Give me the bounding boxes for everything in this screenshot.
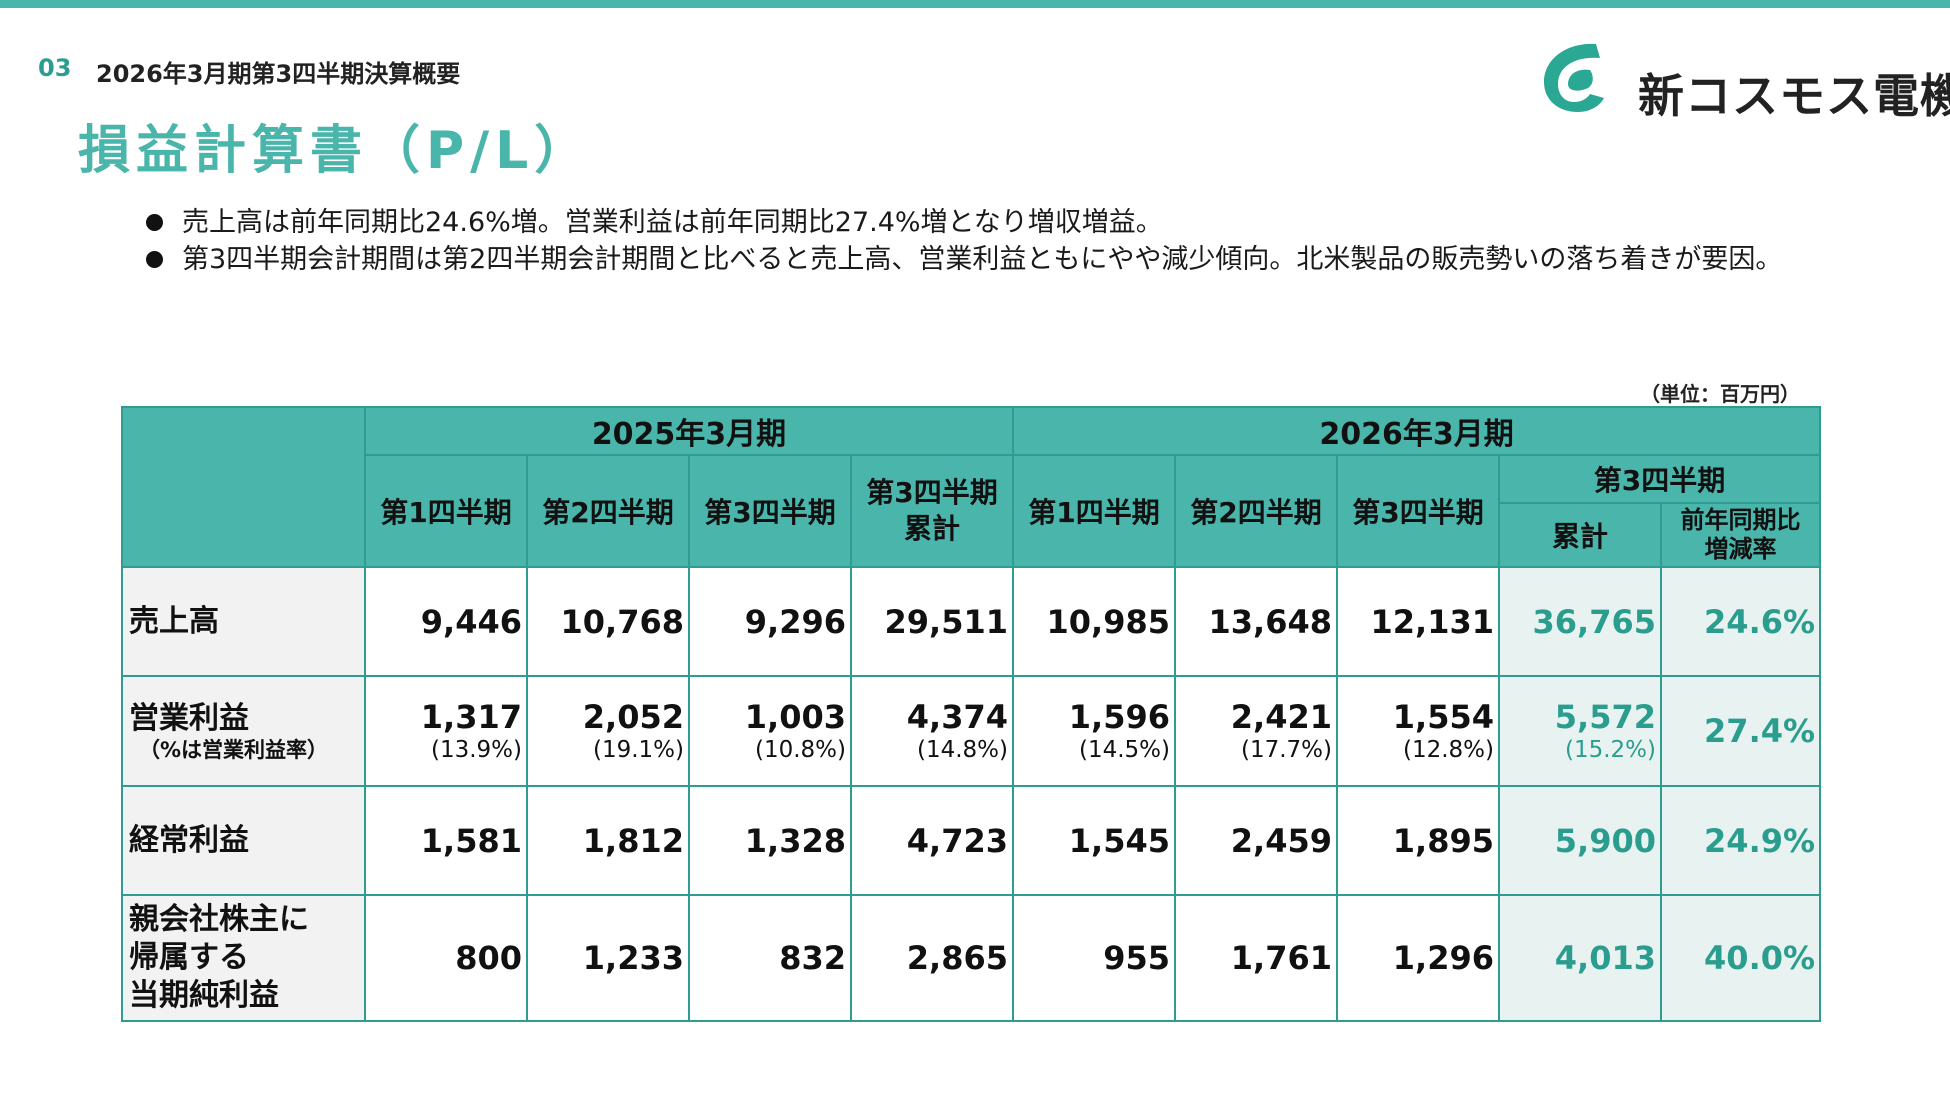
- value-cell: 10,985: [1012, 566, 1176, 677]
- yoy-cell: 40.0%: [1659, 894, 1822, 1022]
- margin-value: (15.2%): [1564, 737, 1656, 763]
- quarter-header: 第1四半期: [364, 454, 528, 568]
- value: 2,421: [1230, 698, 1332, 736]
- table-row: 営業利益 （%は営業利益率） 1,317 (13.9%) 2,052 (19.1%)…: [121, 675, 1822, 787]
- bullet-text: 売上高は前年同期比24.6%増。営業利益は前年同期比27.4%増となり増収増益。: [182, 207, 1163, 238]
- row-label: 売上高: [121, 566, 366, 677]
- value-cell: 800: [364, 894, 528, 1022]
- bullet-dot-icon: [146, 251, 163, 268]
- margin-value: (14.5%): [1078, 737, 1170, 763]
- value-cell: 29,511: [850, 566, 1014, 677]
- row-label: 親会社株主に 帰属する 当期純利益: [121, 894, 366, 1022]
- value-cell: 1,233: [526, 894, 690, 1022]
- unit-label: （単位：百万円）: [1640, 382, 1800, 406]
- value: 1,317: [420, 698, 522, 736]
- value-cell: 9,446: [364, 566, 528, 677]
- margin-value: (12.8%): [1402, 737, 1494, 763]
- income-statement-table: 2025年3月期 2026年3月期 第1四半期 第2四半期 第3四半期 第3四半…: [121, 406, 1822, 1022]
- bullet-dot-icon: [146, 214, 163, 231]
- yoy-cell: 24.6%: [1659, 566, 1822, 677]
- value-cell: 9,296: [688, 566, 852, 677]
- value: 4,374: [906, 698, 1008, 736]
- value: 1,596: [1068, 698, 1170, 736]
- value-cell: 1,328: [688, 785, 852, 896]
- cumulative-value-cell: 5,900: [1498, 785, 1662, 896]
- quarter-header: 第3四半期: [688, 454, 852, 568]
- value-cell: 12,131: [1336, 566, 1500, 677]
- value: 1,003: [744, 698, 846, 736]
- cumulative-value-cell: 4,013: [1498, 894, 1662, 1022]
- yoy-header: 前年同期比 増減率: [1659, 502, 1822, 568]
- yoy-cell: 24.9%: [1659, 785, 1822, 896]
- cumulative-value-cell: 36,765: [1498, 566, 1662, 677]
- quarter-header: 第1四半期: [1012, 454, 1176, 568]
- value-cell: 1,895: [1336, 785, 1500, 896]
- section-title: 2026年3月期第3四半期決算概要: [96, 60, 461, 88]
- table-row: 売上高 9,446 10,768 9,296 29,511 10,985 13,…: [121, 566, 1822, 677]
- value-cell: 1,317 (13.9%): [364, 675, 528, 787]
- value-cell: 10,768: [526, 566, 690, 677]
- bullet-item: 売上高は前年同期比24.6%増。営業利益は前年同期比27.4%増となり増収増益。: [146, 204, 1806, 241]
- cumulative-value-cell: 5,572 (15.2%): [1498, 675, 1662, 787]
- company-name: 新コスモス電機: [1638, 69, 1950, 123]
- value-cell: 4,723: [850, 785, 1014, 896]
- value-cell: 955: [1012, 894, 1176, 1022]
- cumulative-header: 累計: [1498, 502, 1662, 568]
- cumulative-header: 第3四半期 累計: [850, 454, 1014, 568]
- value-cell: 1,554 (12.8%): [1336, 675, 1500, 787]
- row-label: 営業利益 （%は営業利益率）: [121, 675, 366, 787]
- value-cell: 1,545: [1012, 785, 1176, 896]
- bullet-item: 第3四半期会計期間は第2四半期会計期間と比べると売上高、営業利益ともにやや減少傾…: [146, 241, 1806, 278]
- page-number: 03: [38, 54, 72, 82]
- table-row: 経常利益 1,581 1,812 1,328 4,723 1,545 2,459…: [121, 785, 1822, 896]
- value: 5,572: [1554, 698, 1656, 736]
- value-cell: 832: [688, 894, 852, 1022]
- value-cell: 2,421 (17.7%): [1174, 675, 1338, 787]
- value-cell: 1,812: [526, 785, 690, 896]
- table-row: 親会社株主に 帰属する 当期純利益 800 1,233 832 2,865 95…: [121, 894, 1822, 1022]
- period-header: 2026年3月期: [1011, 406, 1822, 456]
- value-cell: 2,052 (19.1%): [526, 675, 690, 787]
- q3-group-header: 第3四半期: [1497, 454, 1822, 504]
- value-cell: 1,296: [1336, 894, 1500, 1022]
- value-cell: 2,459: [1174, 785, 1338, 896]
- value-cell: 4,374 (14.8%): [850, 675, 1014, 787]
- value-cell: 2,865: [850, 894, 1014, 1022]
- margin-value: (13.9%): [430, 737, 522, 763]
- corner-header: [121, 406, 366, 568]
- quarter-header: 第2四半期: [1174, 454, 1338, 568]
- margin-value: (10.8%): [754, 737, 846, 763]
- quarter-header: 第3四半期: [1336, 454, 1500, 568]
- margin-value: (14.8%): [916, 737, 1008, 763]
- margin-value: (17.7%): [1240, 737, 1332, 763]
- cosmos-logo-icon: [1544, 43, 1604, 113]
- margin-value: (19.1%): [592, 737, 684, 763]
- summary-bullets: 売上高は前年同期比24.6%増。営業利益は前年同期比27.4%増となり増収増益。…: [146, 204, 1806, 278]
- value: 1,554: [1392, 698, 1494, 736]
- value-cell: 1,761: [1174, 894, 1338, 1022]
- company-logo: 新コスモス電機: [1538, 40, 1950, 123]
- value-cell: 13,648: [1174, 566, 1338, 677]
- quarter-header: 第2四半期: [526, 454, 690, 568]
- value-cell: 1,581: [364, 785, 528, 896]
- yoy-cell: 27.4%: [1659, 675, 1822, 787]
- row-label-text: 営業利益: [129, 701, 249, 736]
- row-sublabel: （%は営業利益率）: [139, 738, 329, 762]
- period-header: 2025年3月期: [364, 406, 1014, 456]
- bullet-text: 第3四半期会計期間は第2四半期会計期間と比べると売上高、営業利益ともにやや減少傾…: [182, 244, 1783, 275]
- value-cell: 1,596 (14.5%): [1012, 675, 1176, 787]
- value-cell: 1,003 (10.8%): [688, 675, 852, 787]
- value: 2,052: [582, 698, 684, 736]
- top-accent-bar: [0, 0, 1950, 8]
- row-label: 経常利益: [121, 785, 366, 896]
- page-title: 損益計算書（P/L）: [78, 121, 593, 181]
